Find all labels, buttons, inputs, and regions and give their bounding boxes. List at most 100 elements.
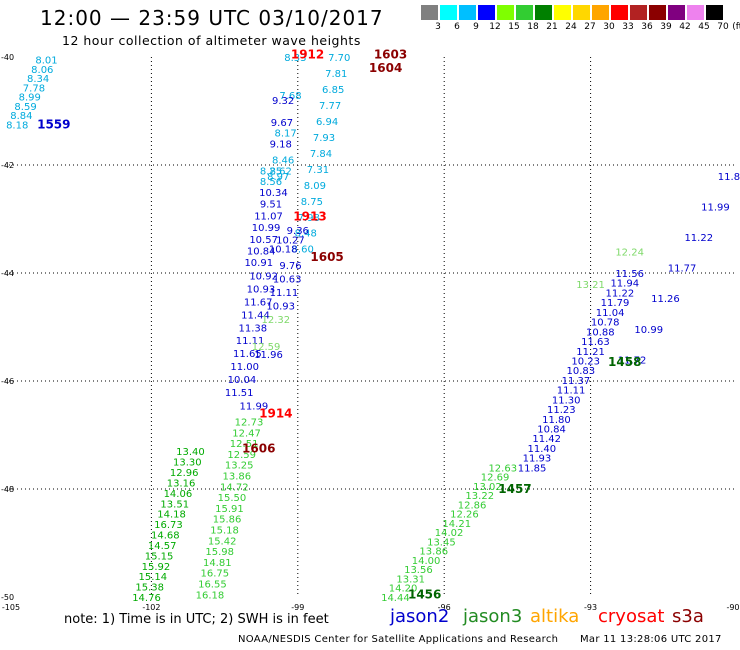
wave-height-value: 10.91: [244, 258, 273, 269]
wave-height-value: 14.57: [148, 541, 177, 552]
wave-height-value: 11.79: [601, 298, 630, 309]
wave-height-value: 13.51: [160, 499, 189, 510]
wave-height-value: 13.45: [427, 537, 456, 548]
wave-height-value: 16.55: [198, 580, 227, 591]
wave-height-value: 12.59: [227, 450, 256, 461]
wave-height-value: 12.69: [481, 473, 510, 484]
wave-height-value: 15.18: [210, 526, 239, 537]
wave-height-value: 11.96: [254, 350, 283, 361]
wave-height-value: 7.68: [279, 91, 301, 102]
wave-height-value: 16.75: [201, 569, 230, 580]
lat-tick-label: -48: [1, 485, 14, 494]
wave-height-value: 10.84: [537, 425, 566, 436]
lat-tick-label: -40: [1, 53, 14, 62]
wave-height-value: 11.22: [606, 288, 635, 299]
wave-height-value: 11.72: [618, 355, 647, 366]
legend-swatch: [554, 5, 571, 20]
wave-height-value: 7.70: [328, 53, 350, 64]
legend-swatch: [573, 5, 590, 20]
wave-height-value: 10.93: [247, 285, 276, 296]
wave-height-value: 9.51: [260, 200, 282, 211]
wave-height-value: 8.48: [295, 229, 317, 240]
wave-height-value: 15.91: [215, 504, 244, 515]
wave-height-value: 15.50: [218, 493, 247, 504]
wave-height-value: 9.36: [287, 226, 309, 237]
legend-label: 70: [717, 22, 729, 32]
map-subtitle: 12 hour collection of altimeter wave hei…: [62, 33, 361, 48]
legend-label: 21: [546, 22, 558, 32]
wave-height-value: 12.59: [252, 342, 281, 353]
legend-swatch: [592, 5, 609, 20]
wave-height-value: 15.86: [213, 515, 242, 526]
legend-label: 18: [527, 22, 539, 32]
wave-height-value: 8.18: [6, 121, 28, 132]
wave-height-value: 8.06: [31, 65, 53, 76]
wave-height-value: 15.98: [205, 547, 234, 558]
wave-height-value: 14.06: [164, 489, 193, 500]
wave-height-value: 8.34: [27, 74, 49, 85]
wave-height-value: 13.02: [473, 482, 502, 493]
wave-height-value: 14.20: [389, 584, 418, 595]
wave-height-value: 9.32: [272, 96, 294, 107]
wave-height-value: 8.46: [272, 156, 294, 167]
legend-swatch: [687, 5, 704, 20]
mission-jason2: jason2: [390, 606, 450, 627]
mission-s3a: s3a: [672, 606, 704, 627]
wave-height-value: 12.96: [170, 468, 199, 479]
wave-height-value: 11.42: [532, 434, 561, 445]
mission-jason3: jason3: [463, 606, 523, 627]
wave-height-value: 6.85: [322, 85, 344, 96]
wave-height-value: 6.94: [316, 117, 338, 128]
pass-time-label: 1606: [242, 442, 275, 456]
legend-swatch: [497, 5, 514, 20]
pass-time-label: 1913: [293, 209, 326, 223]
wave-height-value: 12.86: [458, 500, 487, 511]
wave-height-value: 7.77: [319, 101, 341, 112]
legend-label: 3: [435, 22, 441, 32]
wave-height-value: 11.00: [230, 362, 259, 373]
wave-height-value: 8.84: [10, 111, 32, 122]
wave-height-value: 13.25: [225, 461, 254, 472]
wave-height-value: 10.63: [273, 274, 302, 285]
wave-height-value: 14.21: [442, 519, 471, 530]
wave-height-value: 12.63: [488, 463, 517, 474]
wave-height-value: 8.60: [292, 245, 314, 256]
wave-height-value: 8.75: [301, 197, 323, 208]
wave-height-value: 11.11: [236, 336, 265, 347]
wave-height-value: 11.81: [718, 172, 740, 183]
lon-tick-label: -96: [438, 603, 451, 612]
wave-height-value: 14.02: [435, 528, 464, 539]
wave-height-value: 14.72: [220, 482, 249, 493]
pass-time-label: 1457: [498, 482, 531, 496]
wave-height-value: 11.67: [244, 298, 273, 309]
wave-height-value: 9.67: [271, 118, 293, 129]
wave-height-value: 13.21: [576, 280, 605, 291]
note-text: note: 1) Time is in UTC; 2) SWH is in fe…: [64, 612, 329, 627]
pass-time-label: 1604: [369, 61, 402, 75]
wave-height-value: 8.56: [260, 177, 282, 188]
wave-height-value: 16.73: [154, 520, 183, 531]
wave-height-value: 10.27: [276, 235, 305, 246]
wave-height-value: 11.23: [547, 405, 576, 416]
wave-height-value: 7.78: [23, 83, 45, 94]
wave-height-value: 14.81: [203, 558, 232, 569]
wave-height-value: 13.22: [465, 491, 494, 502]
lon-tick-label: -105: [2, 603, 20, 612]
wave-height-value: 9.18: [270, 139, 292, 150]
wave-height-value: 14.44: [381, 593, 410, 604]
legend-label: 24: [565, 22, 577, 32]
wave-height-value: 10.84: [247, 247, 276, 258]
pass-time-label: 1456: [408, 587, 441, 601]
wave-height-value: 16.18: [196, 590, 225, 601]
legend-swatch: [668, 5, 685, 20]
legend-label: 42: [679, 22, 691, 32]
lon-tick-label: -90: [726, 603, 739, 612]
wave-height-value: 12.51: [230, 439, 259, 450]
wave-height-value: 11.37: [562, 376, 591, 387]
wave-height-value: 12.47: [232, 428, 261, 439]
legend-swatch: [440, 5, 457, 20]
legend-swatch: [459, 5, 476, 20]
wave-height-value: 11.80: [542, 415, 571, 426]
wave-height-value: 7.31: [307, 165, 329, 176]
